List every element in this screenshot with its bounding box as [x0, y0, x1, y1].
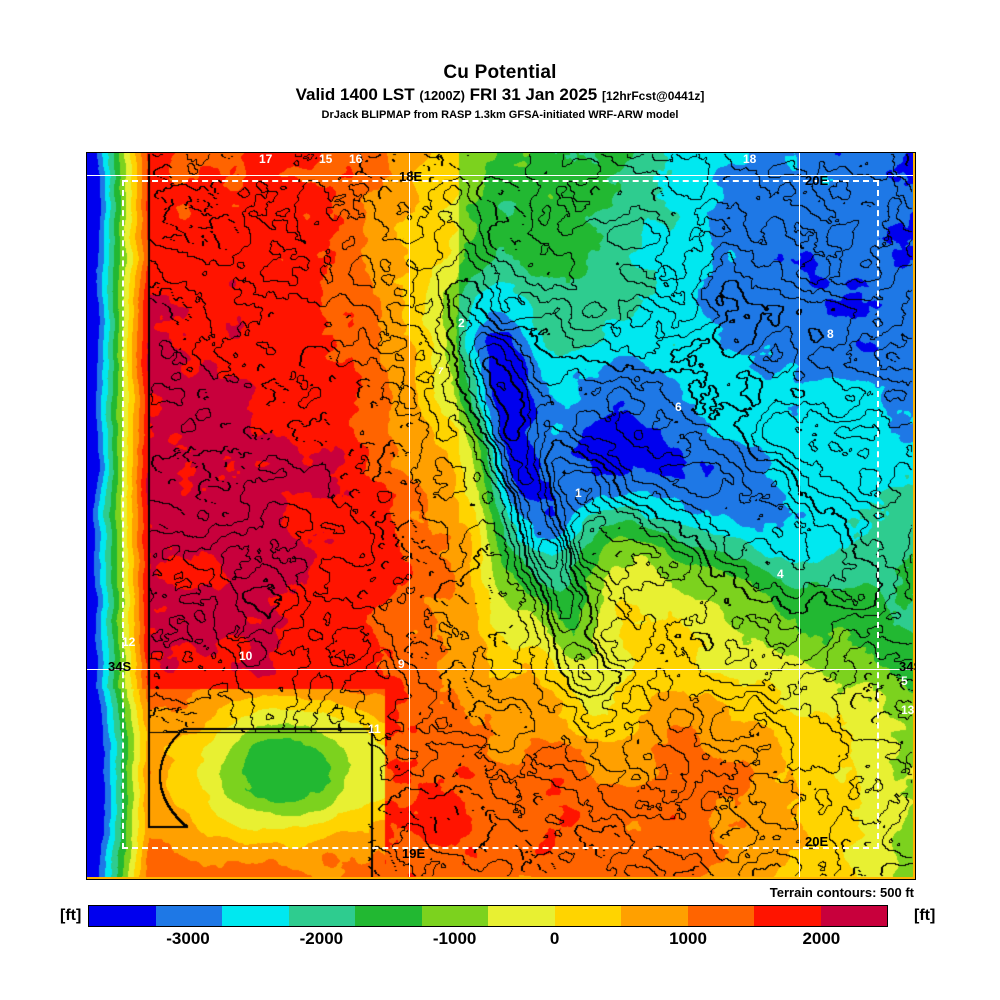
lat-label-1: 34S — [899, 659, 915, 674]
colorbar-tick-labels: -3000 -2000 -1000 0 1000 2000 — [88, 929, 888, 955]
title-block: Cu Potential Valid 1400 LST (1200Z) FRI … — [0, 62, 1000, 123]
colorbar-band-11 — [820, 906, 887, 926]
terrain-contour-note: Terrain contours: 500 ft — [769, 885, 914, 900]
valid-utc: (1200Z) — [419, 88, 465, 103]
colorbar-unit-right: [ft] — [914, 907, 936, 924]
lon-label-1: 20E — [805, 173, 829, 188]
site-marker-8: 11 — [368, 722, 381, 736]
colorbar-band-2 — [222, 906, 289, 926]
colorbar-band-3 — [288, 906, 355, 926]
colorbar-band-1 — [155, 906, 222, 926]
model-source: DrJack BLIPMAP from RASP 1.3km GFSA-init… — [321, 109, 679, 121]
lon-label-3: 20E — [805, 834, 829, 849]
colorbar-band-7 — [554, 906, 621, 926]
colorbar-tick-1: -2000 — [299, 929, 344, 948]
top-marker-0: 17 — [259, 152, 273, 166]
colorbar-gradient — [88, 905, 888, 927]
site-marker-1: 8 — [827, 327, 834, 341]
colorbar-band-10 — [754, 906, 821, 926]
colorbar-band-4 — [355, 906, 422, 926]
cu-potential-field — [87, 153, 913, 877]
map-panel[interactable]: 18E 20E 19E 20E 34S 34S 17 15 16 18 2 8 6 1 4 10 12 9 1… — [86, 152, 916, 880]
top-marker-1: 15 — [319, 152, 333, 166]
colorbar-unit-left: [ft] — [60, 907, 82, 924]
gridline-lat-34s — [87, 669, 913, 670]
site-marker-2: 6 — [675, 400, 682, 414]
gridline-lon-18e — [409, 153, 410, 877]
site-marker-6: 12 — [122, 635, 136, 649]
colorbar-tick-5: 2000 — [802, 929, 841, 948]
site-marker-10: 13 — [901, 703, 915, 717]
lat-label-0: 34S — [108, 659, 132, 674]
colorbar-band-0 — [89, 906, 156, 926]
colorbar-band-6 — [488, 906, 555, 926]
site-marker-0: 2 — [458, 316, 465, 330]
top-marker-3: 18 — [743, 152, 757, 166]
gridline-lat-33s — [87, 175, 913, 176]
lon-label-2: 19E — [402, 846, 426, 861]
valid-prefix: Valid 1400 LST — [295, 85, 415, 104]
gridline-lon-20e — [799, 153, 800, 877]
colorbar-panel: [ft] [ft] -3000 -2000 -1000 0 1000 2000 — [0, 905, 1000, 965]
colorbar-tick-0: -3000 — [166, 929, 210, 948]
small-marker-0: 7 — [438, 366, 444, 376]
page-title: Cu Potential — [443, 62, 557, 83]
lon-label-0: 18E — [399, 169, 423, 184]
colorbar-band-5 — [421, 906, 488, 926]
colorbar-tick-3: 0 — [549, 929, 560, 948]
domain-box — [122, 180, 879, 849]
site-marker-3: 1 — [575, 486, 582, 500]
site-marker-7: 9 — [398, 657, 405, 671]
valid-time-line: Valid 1400 LST (1200Z) FRI 31 Jan 2025 [… — [0, 84, 1000, 107]
valid-date: FRI 31 Jan 2025 — [469, 85, 598, 104]
site-marker-5: 10 — [239, 649, 253, 663]
colorbar-band-9 — [687, 906, 754, 926]
site-marker-4: 4 — [777, 567, 784, 581]
site-marker-9: 5 — [901, 674, 908, 688]
top-marker-2: 16 — [349, 152, 363, 166]
colorbar-tick-2: -1000 — [432, 929, 477, 948]
colorbar-band-8 — [621, 906, 688, 926]
colorbar-tick-4: 1000 — [669, 929, 707, 948]
forecast-tag: [12hrFcst@0441z] — [601, 89, 705, 103]
